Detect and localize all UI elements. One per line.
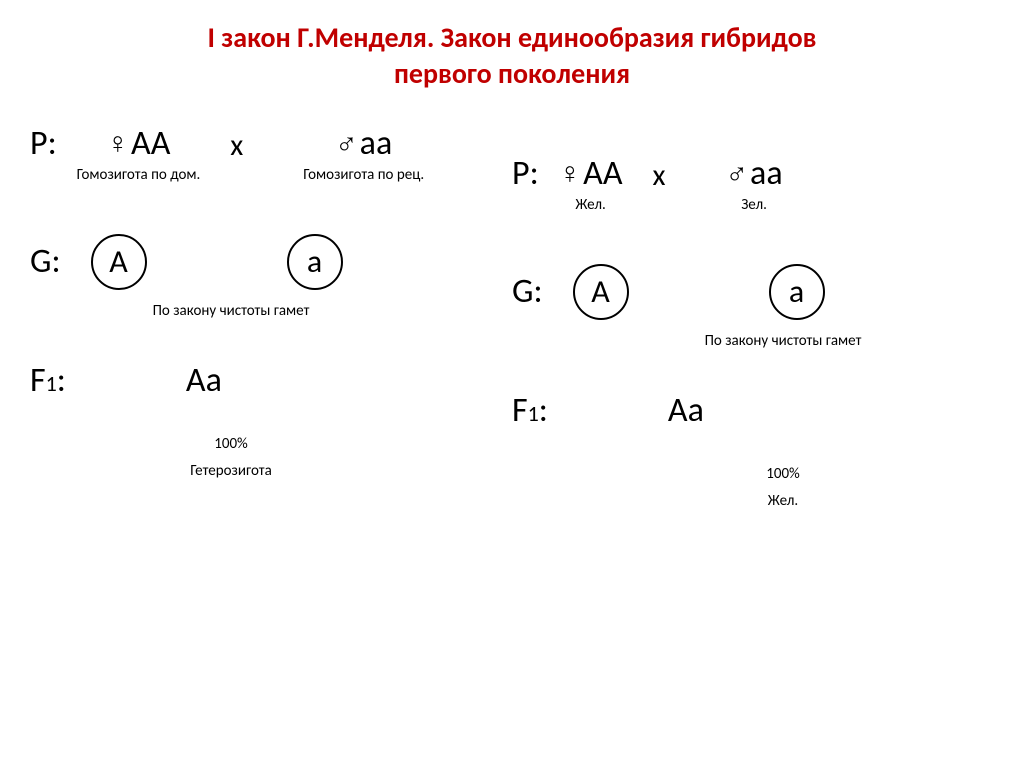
parent1-genotype: ♀ АА bbox=[559, 153, 623, 194]
parent2-block: ♂ аа Зел. bbox=[726, 153, 783, 214]
diagram-area: P: ♀ АА Гомозигота по дом. х ♂ аа Гомози… bbox=[0, 93, 1024, 515]
gametes-row: G: А а bbox=[512, 264, 994, 320]
parent1-note: Жел. bbox=[559, 196, 623, 214]
gamete-note: По закону чистоты гамет bbox=[30, 302, 512, 320]
parent2-genotype: ♂ аа bbox=[726, 153, 783, 194]
parent2-alleles: аа bbox=[750, 153, 783, 194]
g-label: G: bbox=[512, 271, 543, 312]
parent1-block: ♀ АА Жел. bbox=[559, 153, 623, 214]
slide-title: I закон Г.Менделя. Закон единообразия ги… bbox=[0, 0, 1024, 93]
f-label: F1: bbox=[30, 360, 66, 401]
f1-row: F1: Аа bbox=[30, 360, 512, 401]
cross-symbol: х bbox=[230, 123, 243, 164]
parent1-note: Гомозигота по дом. bbox=[77, 166, 201, 184]
f-note-line1: 100% bbox=[572, 461, 994, 488]
gamete-note: По закону чистоты гамет bbox=[512, 332, 994, 350]
f-genotype: Аа bbox=[668, 390, 704, 431]
f1-row: F1: Аа bbox=[512, 390, 994, 431]
parent2-alleles: аа bbox=[360, 123, 393, 164]
gametes-row: G: А а bbox=[30, 234, 512, 290]
f-note-line1: 100% bbox=[30, 431, 432, 458]
gamete2: а bbox=[287, 234, 343, 290]
parent2-block: ♂ аа Гомозигота по рец. bbox=[303, 123, 424, 184]
parents-row: P: ♀ АА Гомозигота по дом. х ♂ аа Гомози… bbox=[30, 123, 512, 184]
parent1-genotype: ♀ АА bbox=[77, 123, 201, 164]
parents-row: P: ♀ АА Жел. х ♂ аа Зел. bbox=[512, 153, 994, 214]
title-line1: I закон Г.Менделя. Закон единообразия ги… bbox=[0, 20, 1024, 56]
female-icon: ♀ bbox=[107, 125, 130, 162]
p-label: P: bbox=[512, 153, 539, 194]
parent2-note: Гомозигота по рец. bbox=[303, 166, 424, 184]
title-line2: первого поколения bbox=[0, 56, 1024, 92]
f-colon: : bbox=[57, 360, 66, 401]
female-icon: ♀ bbox=[559, 155, 582, 192]
parent1-block: ♀ АА Гомозигота по дом. bbox=[77, 123, 201, 184]
f-colon: : bbox=[539, 390, 548, 431]
gamete1: А bbox=[91, 234, 147, 290]
male-icon: ♂ bbox=[726, 155, 749, 192]
male-icon: ♂ bbox=[335, 125, 358, 162]
gamete2: а bbox=[769, 264, 825, 320]
f-main: F bbox=[30, 360, 46, 401]
f-note: 100% Гетерозигота bbox=[30, 431, 512, 485]
g-label: G: bbox=[30, 241, 61, 282]
f-sub: 1 bbox=[46, 370, 57, 397]
f-sub: 1 bbox=[528, 400, 539, 427]
parent2-genotype: ♂ аа bbox=[303, 123, 424, 164]
gamete1: А bbox=[573, 264, 629, 320]
p-label: P: bbox=[30, 123, 57, 164]
f-note: 100% Жел. bbox=[512, 461, 994, 515]
f-note-line2: Жел. bbox=[572, 488, 994, 515]
cross-symbol: х bbox=[653, 153, 666, 194]
f-genotype: Аа bbox=[186, 360, 222, 401]
f-note-line2: Гетерозигота bbox=[30, 458, 432, 485]
f-main: F bbox=[512, 390, 528, 431]
parent2-note: Зел. bbox=[726, 196, 783, 214]
right-column: P: ♀ АА Жел. х ♂ аа Зел. G: А а bbox=[512, 103, 994, 515]
parent1-alleles: АА bbox=[131, 123, 170, 164]
left-column: P: ♀ АА Гомозигота по дом. х ♂ аа Гомози… bbox=[30, 103, 512, 515]
f-label: F1: bbox=[512, 390, 548, 431]
parent1-alleles: АА bbox=[583, 153, 622, 194]
